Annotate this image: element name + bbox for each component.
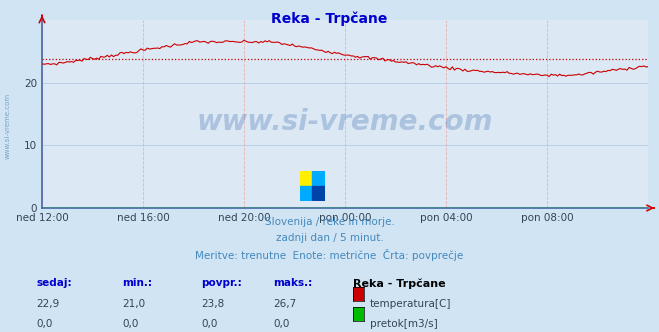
- Text: www.si-vreme.com: www.si-vreme.com: [197, 108, 493, 135]
- Text: sedaj:: sedaj:: [36, 278, 72, 288]
- Bar: [312, 171, 325, 186]
- Text: 0,0: 0,0: [36, 319, 53, 329]
- Text: Reka - Trpčane: Reka - Trpčane: [272, 12, 387, 26]
- Text: 0,0: 0,0: [273, 319, 290, 329]
- Text: 23,8: 23,8: [201, 299, 224, 309]
- Text: 26,7: 26,7: [273, 299, 297, 309]
- Text: Reka - Trpčane: Reka - Trpčane: [353, 278, 445, 289]
- Text: www.si-vreme.com: www.si-vreme.com: [5, 93, 11, 159]
- Text: 22,9: 22,9: [36, 299, 59, 309]
- Text: zadnji dan / 5 minut.: zadnji dan / 5 minut.: [275, 233, 384, 243]
- Text: pretok[m3/s]: pretok[m3/s]: [370, 319, 438, 329]
- Text: Meritve: trenutne  Enote: metrične  Črta: povprečje: Meritve: trenutne Enote: metrične Črta: …: [195, 249, 464, 261]
- Text: temperatura[C]: temperatura[C]: [370, 299, 451, 309]
- Text: 21,0: 21,0: [122, 299, 145, 309]
- Text: maks.:: maks.:: [273, 278, 313, 288]
- Text: povpr.:: povpr.:: [201, 278, 242, 288]
- Bar: [300, 186, 312, 201]
- Text: 0,0: 0,0: [201, 319, 217, 329]
- Text: 0,0: 0,0: [122, 319, 138, 329]
- Bar: [300, 171, 312, 186]
- Text: Slovenija / reke in morje.: Slovenija / reke in morje.: [264, 217, 395, 227]
- Bar: [312, 186, 325, 201]
- Text: min.:: min.:: [122, 278, 152, 288]
